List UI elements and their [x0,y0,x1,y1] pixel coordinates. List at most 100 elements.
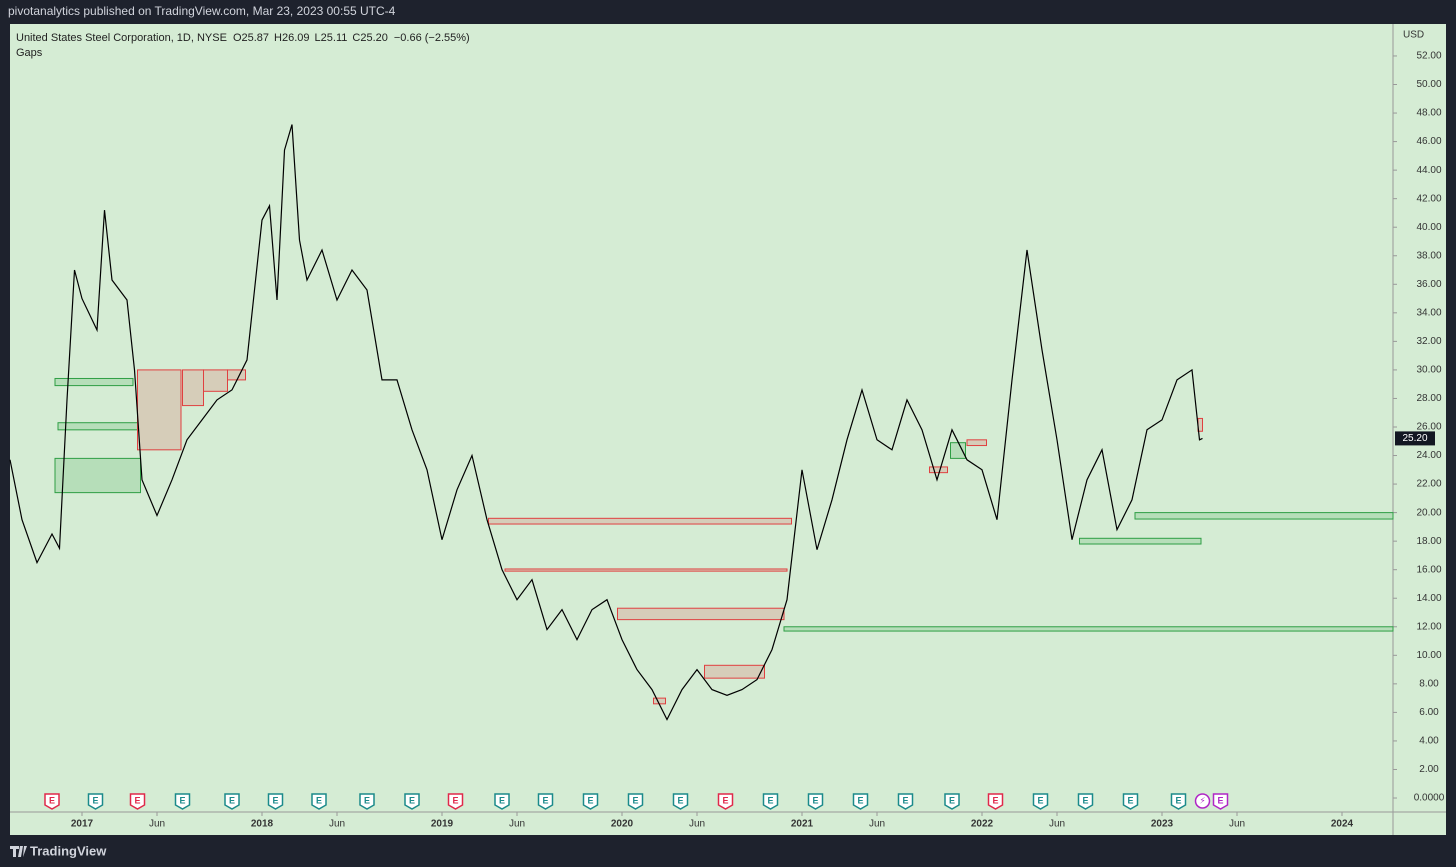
gap-zone [57,422,138,431]
event-icon [224,793,240,810]
event-label: E [1127,795,1133,805]
x-tick-label: Jun [869,819,885,830]
y-tick-label: 22.00 [1416,479,1441,490]
event-icon [582,793,599,810]
ohlc-value: 25.87 [242,32,270,44]
event-icon [717,793,734,810]
event-icon [987,793,1004,810]
gap-zone [950,442,966,459]
x-tick-label: 2018 [251,819,274,830]
gap-zone [783,626,1394,632]
event-icon [87,793,104,810]
y-tick-label: 20.00 [1416,507,1441,518]
event-label: E [452,795,458,805]
x-tick-label: Jun [1229,819,1245,830]
event-icon [494,793,510,810]
price-line [9,124,1203,721]
gap-zone [1079,537,1202,545]
y-tick-label: 52.00 [1416,51,1441,62]
event-label: E [902,795,908,805]
x-tick-label: 2020 [611,819,634,830]
event-icon [1077,793,1094,810]
event-label: E [409,795,415,805]
brand-logo [10,846,27,857]
event-label: E [949,795,955,805]
event-label: E [542,795,548,805]
y-tick-label: 34.00 [1416,307,1441,318]
y-tick-label: 48.00 [1416,108,1441,119]
gap-zone [704,664,765,679]
ohlc-value: 25.11 [321,32,348,44]
symbol: United States Steel Corporation, 1D, NYS… [16,32,227,44]
event-icon [944,793,960,810]
gap-zone [182,369,204,407]
y-tick-label: 18.00 [1416,536,1441,547]
event-label: E [316,795,322,805]
last-price-label: 25.20 [1402,433,1427,444]
symbol-header: United States Steel Corporation, 1D, NYS… [16,32,470,44]
ohlc-label: O [233,32,242,44]
y-tick-label: 36.00 [1416,279,1441,290]
x-tick-label: Jun [329,819,345,830]
event-icon [1194,793,1211,809]
event-icon [1032,793,1049,810]
gap-zone [653,697,666,705]
event-icon [267,793,284,810]
y-tick-label: 10.00 [1416,650,1441,661]
y-tick-label: 26.00 [1416,422,1441,433]
ohlc-value: 26.09 [282,32,310,44]
change: −0.66 (−2.55%) [394,32,470,44]
event-label: E [1175,795,1181,805]
event-label: E [272,795,278,805]
event-label: E [1217,795,1223,805]
event-icon [672,793,689,810]
gap-zone [488,517,792,525]
event-label: E [812,795,818,805]
y-tick-label: 32.00 [1416,336,1441,347]
event-label: E [767,795,773,805]
x-tick-label: Jun [689,819,705,830]
gap-zone [137,369,182,451]
y-tick-label: 16.00 [1416,564,1441,575]
y-tick-label: 24.00 [1416,450,1441,461]
event-label: E [134,795,140,805]
event-icon [537,793,554,810]
y-tick-label: 38.00 [1416,250,1441,261]
y-tick-label: 2.00 [1419,764,1439,775]
ohlc-value: 25.20 [360,32,388,44]
y-tick-label: 30.00 [1416,365,1441,376]
y-tick-label: 12.00 [1416,621,1441,632]
event-icon [1212,793,1229,810]
event-icon [44,793,60,810]
gap-zone [1134,512,1394,520]
event-label: E [677,795,683,805]
event-icon [807,793,824,810]
event-label: E [587,795,593,805]
event-icon [404,793,420,810]
x-tick-label: 2022 [971,819,994,830]
event-label: E [857,795,863,805]
gap-zone [203,369,228,392]
y-tick-label: 8.00 [1419,678,1439,689]
y-tick-label: 6.00 [1419,707,1439,718]
gap-zone [54,457,141,494]
event-icon [1122,793,1139,810]
event-icon [762,793,779,810]
y-tick-label: 40.00 [1416,222,1441,233]
gap-zone [54,377,134,387]
x-tick-label: Jun [1049,819,1065,830]
event-icon [627,793,644,810]
last-price-box [1395,431,1435,446]
y-tick-label: 44.00 [1416,165,1441,176]
event-label: E [49,795,55,805]
y-tick-label: 46.00 [1416,136,1441,147]
event-label: E [92,795,98,805]
event-icon [1170,793,1187,810]
event-icon [897,793,914,810]
event-label: E [1037,795,1043,805]
publisher: pivotanalytics published on TradingView.… [8,4,396,18]
event-label: E [632,795,638,805]
chart-background [10,24,1446,835]
x-tick-label: 2017 [71,819,94,830]
